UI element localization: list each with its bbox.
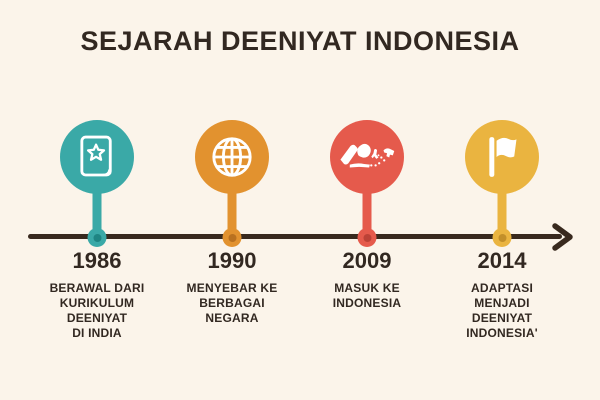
node-dot <box>93 233 101 242</box>
milestone-bubble <box>195 120 269 194</box>
timeline-milestone: 2014 ADAPTASI MENJADI DEENIYAT INDONESIA… <box>432 120 572 380</box>
milestone-bubble <box>465 120 539 194</box>
node-dot <box>363 233 371 242</box>
timeline-node <box>87 228 107 247</box>
milestone-stem <box>497 178 507 240</box>
milestone-description: BERAWAL DARI KURIKULUM DEENIYAT DI INDIA <box>49 281 145 340</box>
milestone-year: 1986 <box>72 248 122 273</box>
node-dot <box>498 233 506 242</box>
milestone-description: MENYEBAR KE BERBAGAI NEGARA <box>186 281 278 325</box>
milestone-stem <box>227 178 237 240</box>
timeline-node <box>492 228 512 247</box>
indonesia-map-icon <box>340 143 395 168</box>
timeline-milestone: 2009 MASUK KE INDONESIA <box>297 120 437 380</box>
milestone-description: MASUK KE INDONESIA <box>332 281 402 310</box>
milestone-bubble <box>330 120 404 194</box>
timeline-node <box>222 228 242 247</box>
node-dot <box>228 233 236 242</box>
milestone-stem <box>362 178 372 240</box>
timeline-axis <box>28 234 562 239</box>
milestone-year: 1990 <box>207 248 257 273</box>
globe-icon <box>212 137 252 177</box>
timeline-milestone: 1990 MENYEBAR KE BERBAGAI NEGARA <box>162 120 302 380</box>
page-title: SEJARAH DEENIYAT INDONESIA <box>80 26 520 56</box>
milestone-year: 2009 <box>342 248 392 273</box>
milestone-stem <box>92 178 102 240</box>
timeline-milestone: 1986 BERAWAL DARI KURIKULUM DEENIYAT DI … <box>27 120 167 380</box>
milestone-bubble <box>60 120 134 194</box>
book-icon <box>80 135 112 177</box>
milestone-year: 2014 <box>477 248 527 273</box>
milestone-description: ADAPTASI MENJADI DEENIYAT INDONESIA' <box>466 281 538 340</box>
timeline-node <box>357 228 377 247</box>
flag-icon <box>489 137 517 177</box>
arrow-right-icon <box>552 223 573 251</box>
